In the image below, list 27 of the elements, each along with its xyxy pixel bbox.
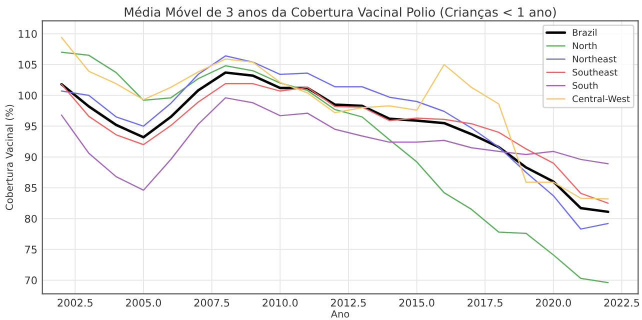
y-tick-label: 80 [24, 214, 37, 223]
y-tick-label: 90 [24, 153, 37, 162]
y-tick-label: 110 [18, 30, 37, 38]
legend-label: South [572, 82, 598, 89]
y-tick-label: 105 [18, 60, 37, 69]
chart-title: Média Móvel de 3 anos da Cobertura Vacinal Polio (Crianças < 1 ano) [124, 6, 556, 20]
x-tick-label: 2007.5 [194, 298, 230, 307]
x-tick-label: 2017.5 [468, 298, 502, 307]
x-tick-label: 2020.0 [536, 298, 571, 307]
y-tick-label: 70 [25, 276, 37, 284]
legend-label: Brazil [572, 28, 596, 36]
y-tick-label: 95 [24, 122, 37, 130]
x-tick-label: 2022.5 [604, 298, 640, 307]
y-axis-title: Cobertura Vacinal (%) [5, 104, 14, 210]
y-tick-label: 100 [18, 92, 37, 100]
x-axis-title: Ano [330, 310, 350, 318]
x-tick-label: 2005.0 [126, 298, 162, 307]
legend-label: Central-West [572, 95, 630, 102]
legend-label: Southeast [572, 68, 618, 76]
x-tick-label: 2015.0 [399, 298, 434, 307]
y-tick-label: 75 [25, 246, 37, 254]
x-tick-label: 2010.0 [262, 298, 298, 307]
x-tick-label: 2012.5 [331, 298, 366, 307]
y-tick-label: 85 [24, 184, 37, 192]
legend-label: North [572, 42, 597, 50]
legend-label: Northeast [572, 55, 616, 62]
x-tick-label: 2002.5 [58, 298, 92, 307]
